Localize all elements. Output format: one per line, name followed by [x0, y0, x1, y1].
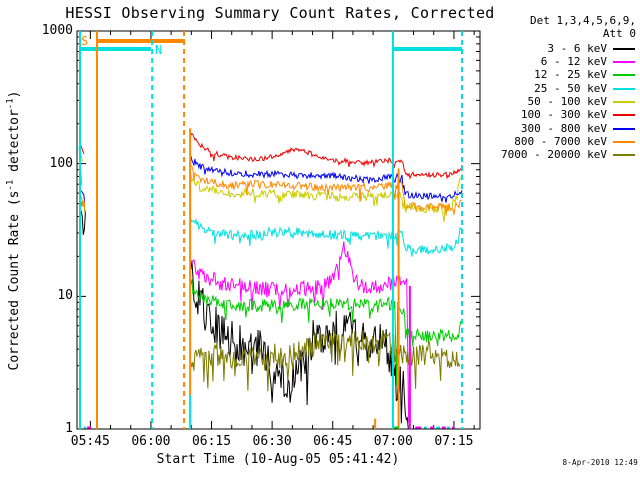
legend-color-swatch	[613, 154, 635, 157]
axis-ticks	[77, 30, 480, 430]
saa-flag-label: S	[81, 34, 88, 48]
x-tick-label: 07:15	[434, 434, 474, 449]
legend-entry-label: 3 - 6 keV	[547, 41, 607, 55]
legend-color-swatch	[613, 114, 635, 117]
plot-frame	[76, 30, 481, 430]
x-tick-label: 07:00	[373, 434, 413, 449]
creation-timestamp: 8-Apr-2010 12:49	[562, 458, 638, 467]
y-axis-title-part: Corrected Count Rate (s	[6, 190, 22, 371]
series-line-7000-20000keV	[190, 328, 461, 392]
x-tick-label: 06:45	[313, 434, 353, 449]
y-axis-title-part: -1	[5, 179, 16, 191]
legend-color-swatch	[613, 100, 635, 103]
legend-color-swatch	[613, 87, 635, 90]
y-axis-title-part: -1	[5, 98, 16, 110]
legend-entry-label: 7000 - 20000 keV	[501, 148, 607, 162]
y-axis-title-part: )	[6, 90, 22, 99]
legend-attenuator-line: Att 0	[602, 27, 636, 40]
legend-entry-label: 12 - 25 keV	[534, 68, 607, 82]
x-axis-title: Start Time (10-Aug-05 05:41:42)	[156, 452, 400, 467]
legend-entry-label: 25 - 50 keV	[534, 81, 607, 95]
series-line-25-50keV	[190, 218, 463, 257]
series-line-12-25keV	[190, 279, 462, 386]
legend-entry-label: 300 - 800 keV	[520, 121, 607, 135]
legend-detectors-line: Det 1,3,4,5,6,9,	[530, 14, 636, 27]
series-line-800-7000keV	[190, 165, 463, 216]
y-axis-title: Corrected Count Rate (s-1 detector-1)	[6, 31, 23, 431]
legend-color-swatch	[613, 140, 635, 143]
legend-color-swatch	[613, 60, 635, 63]
y-tick-label: 10	[57, 288, 73, 304]
legend-color-swatch	[613, 47, 635, 50]
x-tick-label: 05:45	[70, 434, 110, 449]
series-line-50-100keV	[190, 173, 463, 223]
legend-entry-label: 50 - 100 keV	[527, 94, 607, 108]
series-line-6-12keV	[190, 241, 410, 423]
legend-entry-label: 800 - 7000 keV	[514, 134, 607, 148]
legend-color-swatch	[613, 74, 635, 77]
legend-entry-label: 100 - 300 keV	[520, 108, 607, 122]
y-tick-label: 1	[65, 421, 73, 436]
y-tick-label: 100	[49, 155, 73, 171]
legend-color-swatch	[613, 127, 635, 130]
night-flag-label: N	[155, 43, 162, 57]
series-line-800-7000keV	[80, 196, 86, 213]
y-tick-label: 1000	[41, 22, 73, 38]
x-tick-label: 06:30	[252, 434, 292, 449]
x-tick-label: 06:15	[191, 434, 232, 449]
series-line-300-800keV	[80, 190, 86, 203]
chart-title: HESSI Observing Summary Count Rates, Cor…	[65, 4, 495, 22]
series-line-3-6keV	[80, 210, 86, 235]
series-line-100-300keV	[190, 132, 463, 180]
series-line-300-800keV	[190, 155, 463, 203]
x-tick-label: 06:00	[131, 434, 171, 449]
legend-entry-label: 6 - 12 keV	[540, 54, 607, 68]
